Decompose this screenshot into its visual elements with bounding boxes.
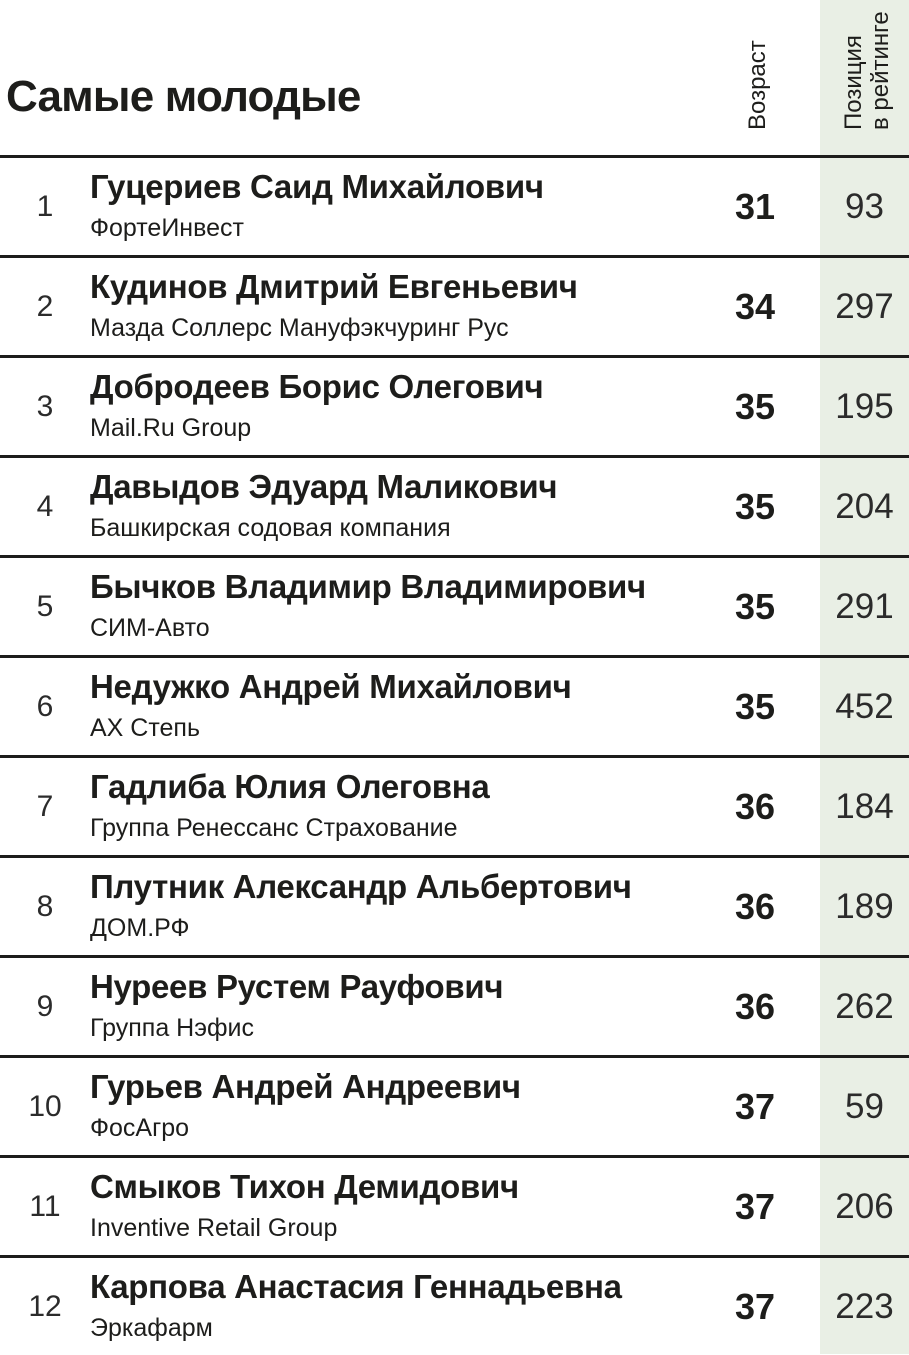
- person-name: Смыков Тихон Демидович: [90, 1167, 519, 1205]
- person-company: Mail.Ru Group: [90, 414, 252, 443]
- age-value: 35: [734, 685, 775, 727]
- table-row: 1 Гуцериев Саид Михайлович ФортеИнвест 3…: [0, 155, 909, 255]
- person-cell: Недужко Андрей Михайлович АХ Степь: [90, 667, 690, 744]
- person-company: АХ Степь: [90, 714, 200, 743]
- person-company: Башкирская содовая компания: [90, 514, 451, 543]
- rating-position-value: 206: [835, 1186, 894, 1226]
- person-cell: Давыдов Эдуард Маликович Башкирская содо…: [90, 467, 690, 544]
- rank-number: 8: [36, 889, 54, 923]
- position-column-background: [820, 0, 909, 1354]
- rating-position-value: 452: [835, 686, 894, 726]
- person-company: ДОМ.РФ: [90, 914, 190, 943]
- rating-position-value: 59: [845, 1086, 884, 1126]
- person-cell: Нуреев Рустем Рауфович Группа Нэфис: [90, 967, 690, 1044]
- rank-number: 2: [36, 289, 54, 323]
- table-row: 8 Плутник Александр Альбертович ДОМ.РФ 3…: [0, 855, 909, 955]
- person-company: Эркафарм: [90, 1314, 213, 1343]
- rating-position-value: 184: [835, 786, 894, 826]
- table-row: 11 Смыков Тихон Демидович Inventive Reta…: [0, 1155, 909, 1255]
- person-cell: Кудинов Дмитрий Евгеньевич Мазда Соллерс…: [90, 267, 690, 344]
- person-name: Нуреев Рустем Рауфович: [90, 967, 504, 1005]
- age-value: 37: [734, 1285, 775, 1327]
- rank-number: 1: [36, 189, 54, 223]
- person-company: Inventive Retail Group: [90, 1214, 338, 1243]
- rank-number: 6: [36, 689, 54, 723]
- person-cell: Бычков Владимир Владимирович СИМ-Авто: [90, 567, 690, 644]
- rank-number: 12: [28, 1289, 62, 1323]
- person-name: Недужко Андрей Михайлович: [90, 667, 572, 705]
- person-cell: Смыков Тихон Демидович Inventive Retail …: [90, 1167, 690, 1244]
- age-value: 35: [734, 585, 775, 627]
- table-row: 5 Бычков Владимир Владимирович СИМ-Авто …: [0, 555, 909, 655]
- rank-number: 10: [28, 1089, 62, 1123]
- person-name: Гуцериев Саид Михайлович: [90, 167, 544, 205]
- table-body: 1 Гуцериев Саид Михайлович ФортеИнвест 3…: [0, 155, 909, 1355]
- rating-position-value: 189: [835, 886, 894, 926]
- person-company: СИМ-Авто: [90, 614, 210, 643]
- rating-position-value: 223: [835, 1286, 894, 1326]
- person-company: ФосАгро: [90, 1114, 190, 1143]
- person-name: Давыдов Эдуард Маликович: [90, 467, 558, 505]
- person-name: Карпова Анастасия Геннадьевна: [90, 1267, 622, 1305]
- age-value: 36: [734, 985, 775, 1027]
- person-name: Добродеев Борис Олегович: [90, 367, 544, 405]
- age-column-header: Возраст: [744, 40, 771, 130]
- rating-position-value: 93: [845, 186, 884, 226]
- position-column-header-line2: в рейтинге: [867, 11, 894, 130]
- age-value: 36: [734, 885, 775, 927]
- age-value: 31: [734, 185, 775, 227]
- table-row: 12 Карпова Анастасия Геннадьевна Эркафар…: [0, 1255, 909, 1355]
- person-name: Кудинов Дмитрий Евгеньевич: [90, 267, 578, 305]
- rating-position-value: 291: [835, 586, 894, 626]
- person-company: Группа Нэфис: [90, 1014, 255, 1043]
- person-cell: Гуцериев Саид Михайлович ФортеИнвест: [90, 167, 690, 244]
- rank-number: 11: [29, 1189, 61, 1223]
- age-value: 35: [734, 485, 775, 527]
- person-company: ФортеИнвест: [90, 214, 244, 243]
- age-value: 35: [734, 385, 775, 427]
- table-row: 10 Гурьев Андрей Андреевич ФосАгро 37 59: [0, 1055, 909, 1155]
- age-value: 37: [734, 1085, 775, 1127]
- rating-position-value: 297: [835, 286, 894, 326]
- person-company: Мазда Соллерс Мануфэкчуринг Рус: [90, 314, 509, 343]
- table-row: 2 Кудинов Дмитрий Евгеньевич Мазда Солле…: [0, 255, 909, 355]
- rank-number: 7: [36, 789, 54, 823]
- table-header: Самые молодые Возраст Позиция в рейтинге: [0, 0, 909, 155]
- age-value: 37: [734, 1185, 775, 1227]
- person-cell: Добродеев Борис Олегович Mail.Ru Group: [90, 367, 690, 444]
- rank-number: 5: [36, 589, 54, 623]
- person-name: Гадлиба Юлия Олеговна: [90, 767, 490, 805]
- person-name: Бычков Владимир Владимирович: [90, 567, 646, 605]
- person-cell: Карпова Анастасия Геннадьевна Эркафарм: [90, 1267, 690, 1344]
- age-value: 34: [734, 285, 775, 327]
- person-cell: Плутник Александр Альбертович ДОМ.РФ: [90, 867, 690, 944]
- rating-position-value: 262: [835, 986, 894, 1026]
- rating-position-value: 195: [835, 386, 894, 426]
- table-row: 3 Добродеев Борис Олегович Mail.Ru Group…: [0, 355, 909, 455]
- table-row: 4 Давыдов Эдуард Маликович Башкирская со…: [0, 455, 909, 555]
- rating-position-value: 204: [835, 486, 894, 526]
- position-column-header: Позиция в рейтинге: [840, 11, 894, 130]
- table-row: 7 Гадлиба Юлия Олеговна Группа Ренессанс…: [0, 755, 909, 855]
- person-name: Плутник Александр Альбертович: [90, 867, 632, 905]
- person-name: Гурьев Андрей Андреевич: [90, 1067, 521, 1105]
- person-company: Группа Ренессанс Страхование: [90, 814, 458, 843]
- page-title: Самые молодые: [6, 72, 361, 121]
- table-row: 9 Нуреев Рустем Рауфович Группа Нэфис 36…: [0, 955, 909, 1055]
- person-cell: Гадлиба Юлия Олеговна Группа Ренессанс С…: [90, 767, 690, 844]
- age-value: 36: [734, 785, 775, 827]
- position-column-header-line1: Позиция: [840, 35, 867, 130]
- rank-number: 4: [36, 489, 54, 523]
- rank-number: 3: [36, 389, 54, 423]
- rank-number: 9: [36, 989, 54, 1023]
- table-row: 6 Недужко Андрей Михайлович АХ Степь 35 …: [0, 655, 909, 755]
- person-cell: Гурьев Андрей Андреевич ФосАгро: [90, 1067, 690, 1144]
